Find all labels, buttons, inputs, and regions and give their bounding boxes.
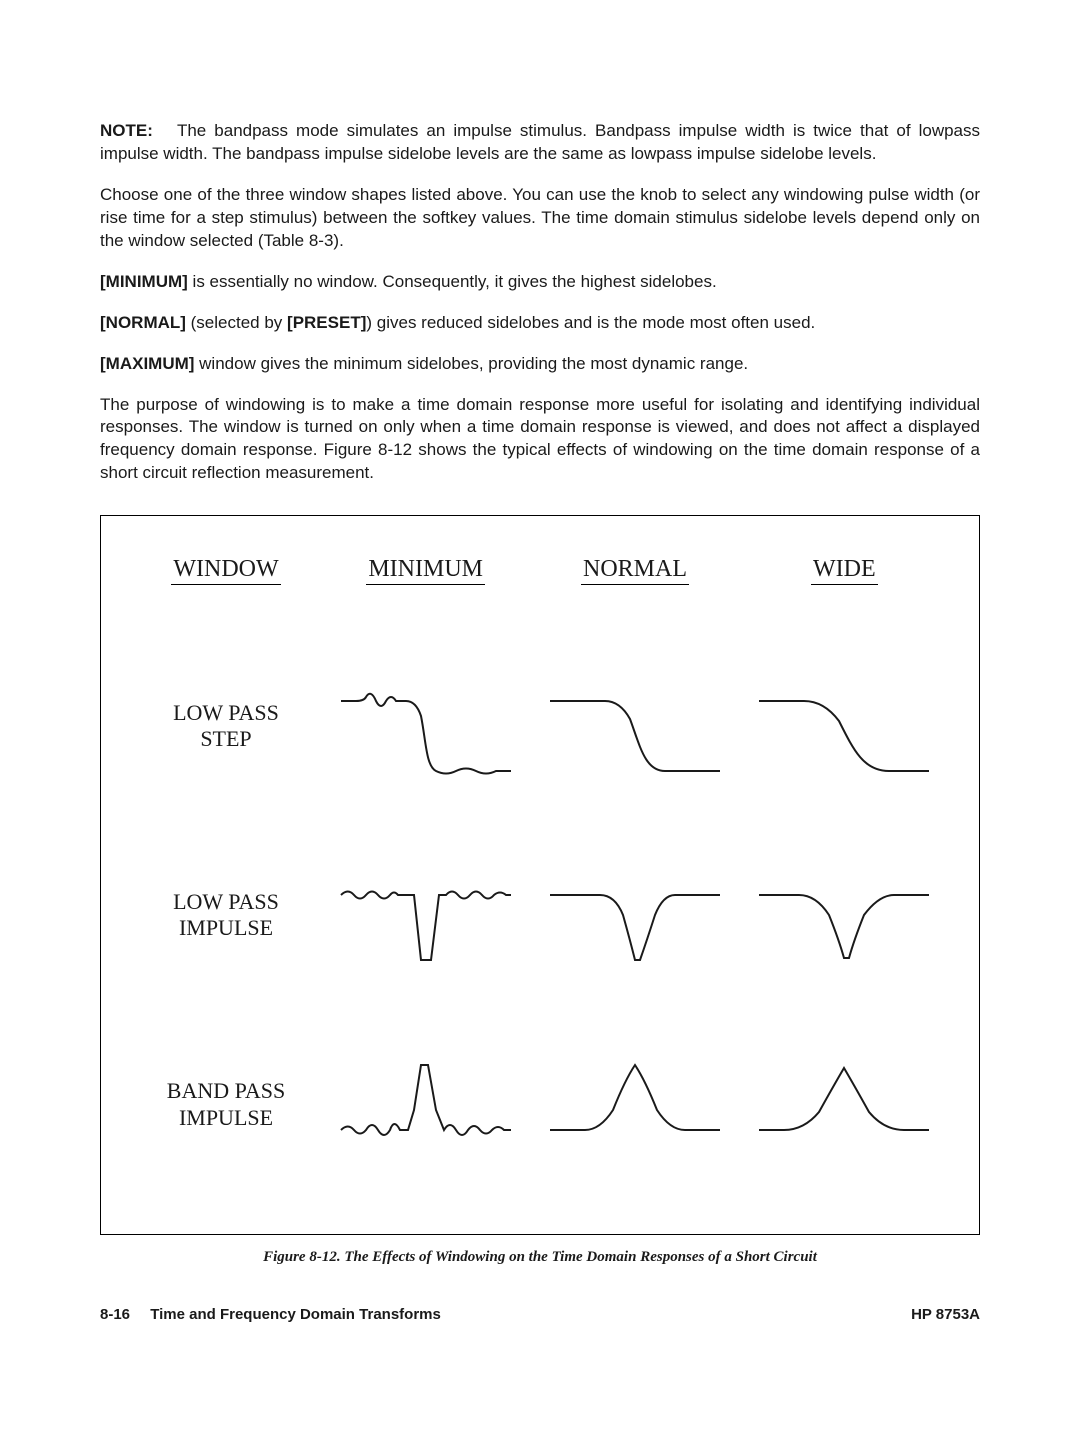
document-page: NOTE: The bandpass mode simulates an imp… bbox=[0, 0, 1080, 1363]
maximum-paragraph: [MAXIMUM] window gives the minimum sidel… bbox=[100, 353, 980, 376]
row-header-bandpass-impulse: BAND PASS IMPULSE bbox=[131, 1078, 321, 1131]
wave-step-normal bbox=[530, 646, 739, 805]
row-header-lowpass-step: LOW PASS STEP bbox=[131, 700, 321, 753]
normal-label: [NORMAL] bbox=[100, 313, 186, 332]
section-title: Time and Frequency Domain Transforms bbox=[150, 1306, 441, 1323]
doc-id: HP 8753A bbox=[911, 1306, 980, 1323]
minimum-paragraph: [MINIMUM] is essentially no window. Cons… bbox=[100, 271, 980, 294]
page-footer: 8-16 Time and Frequency Domain Transform… bbox=[100, 1306, 980, 1323]
note-label: NOTE: bbox=[100, 121, 153, 140]
figure-8-12: WINDOW MINIMUM NORMAL WIDE LOW PASS STEP… bbox=[100, 515, 980, 1235]
figure-caption: Figure 8-12. The Effects of Windowing on… bbox=[100, 1249, 980, 1266]
minimum-body: is essentially no window. Consequently, … bbox=[188, 272, 717, 291]
note-body: The bandpass mode simulates an impulse s… bbox=[100, 121, 980, 163]
normal-body: ) gives reduced sidelobes and is the mod… bbox=[366, 313, 815, 332]
wave-bandpass-minimum bbox=[321, 1025, 530, 1184]
col-header-window: WINDOW bbox=[171, 556, 280, 585]
note-paragraph: NOTE: The bandpass mode simulates an imp… bbox=[100, 120, 980, 166]
wave-step-wide bbox=[740, 646, 949, 805]
choose-paragraph: Choose one of the three window shapes li… bbox=[100, 184, 980, 253]
figure-grid: WINDOW MINIMUM NORMAL WIDE LOW PASS STEP… bbox=[131, 556, 949, 1184]
wave-impulse-normal bbox=[530, 836, 739, 995]
preset-label: [PRESET] bbox=[287, 313, 366, 332]
col-header-wide: WIDE bbox=[811, 556, 878, 585]
wave-bandpass-normal bbox=[530, 1025, 739, 1184]
normal-mid: (selected by bbox=[186, 313, 287, 332]
maximum-label: [MAXIMUM] bbox=[100, 354, 194, 373]
col-header-minimum: MINIMUM bbox=[366, 556, 485, 585]
minimum-label: [MINIMUM] bbox=[100, 272, 188, 291]
page-number: 8-16 bbox=[100, 1306, 130, 1323]
maximum-body: window gives the minimum sidelobes, prov… bbox=[194, 354, 748, 373]
purpose-paragraph: The purpose of windowing is to make a ti… bbox=[100, 394, 980, 486]
wave-step-minimum bbox=[321, 646, 530, 805]
wave-impulse-minimum bbox=[321, 836, 530, 995]
wave-impulse-wide bbox=[740, 836, 949, 995]
wave-bandpass-wide bbox=[740, 1025, 949, 1184]
col-header-normal: NORMAL bbox=[581, 556, 689, 585]
normal-paragraph: [NORMAL] (selected by [PRESET]) gives re… bbox=[100, 312, 980, 335]
footer-left: 8-16 Time and Frequency Domain Transform… bbox=[100, 1306, 441, 1323]
row-header-lowpass-impulse: LOW PASS IMPULSE bbox=[131, 889, 321, 942]
